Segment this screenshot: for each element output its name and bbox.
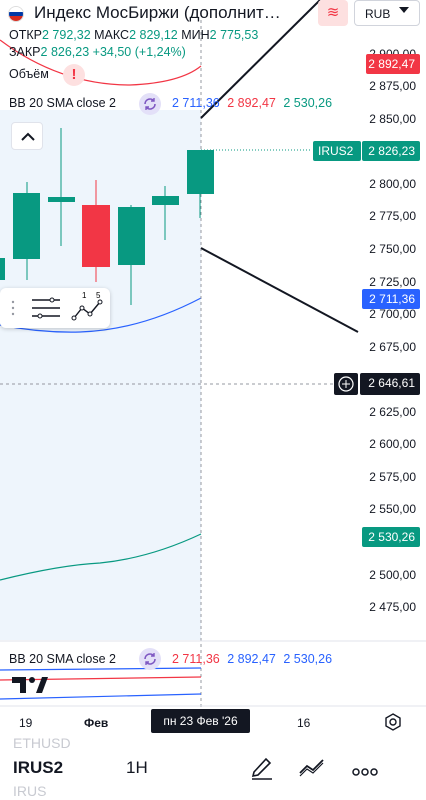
last-price-tag: 2 826,23 bbox=[362, 141, 420, 161]
price-tick: 2 700,00 bbox=[369, 307, 416, 321]
chevron-up-icon bbox=[21, 132, 35, 141]
indicator-name: BB 20 SMA close 2 bbox=[9, 96, 117, 110]
crosshair-price-tag: 2 646,61 bbox=[360, 373, 420, 395]
indicator-values: 2 711,36 2 892,47 2 530,26 bbox=[172, 96, 333, 110]
interval-selector[interactable]: 1H bbox=[126, 758, 148, 777]
more-icon[interactable] bbox=[352, 763, 378, 781]
drag-handle-icon bbox=[11, 300, 15, 316]
price-tick: 2 875,00 bbox=[369, 79, 416, 93]
price-tick: 2 850,00 bbox=[369, 112, 416, 126]
price-tick: 2 800,00 bbox=[369, 177, 416, 191]
price-tick: 2 675,00 bbox=[369, 340, 416, 354]
candle bbox=[152, 186, 179, 240]
bottom-toolbar bbox=[0, 745, 426, 800]
trend-icon[interactable] bbox=[298, 757, 326, 782]
symbol-tag: IRUS2 bbox=[313, 141, 361, 161]
chart-canvas[interactable] bbox=[0, 0, 426, 745]
ohlc-row-1: ОТКР2 792,32 МАКС2 829,12 МИН2 775,53 bbox=[9, 28, 259, 42]
russia-flag-icon bbox=[8, 6, 24, 22]
time-label: 16 bbox=[297, 716, 311, 730]
symbol-ghost-bottom[interactable]: IRUS bbox=[13, 783, 47, 799]
sync-icon[interactable] bbox=[139, 648, 161, 670]
collapse-button[interactable] bbox=[11, 122, 43, 150]
candle bbox=[0, 258, 5, 280]
basis-line bbox=[0, 297, 202, 333]
svg-text:1: 1 bbox=[82, 291, 87, 300]
plus-circle-icon[interactable] bbox=[334, 373, 358, 395]
price-tick: 2 475,00 bbox=[369, 600, 416, 614]
lower-band-line bbox=[0, 533, 202, 581]
price-tick: 2 500,00 bbox=[369, 568, 416, 582]
trendline-upper bbox=[200, 0, 321, 119]
trendline-lower bbox=[200, 247, 359, 333]
svg-text:5: 5 bbox=[96, 291, 101, 300]
candle bbox=[82, 180, 110, 282]
candle bbox=[118, 205, 145, 305]
symbol-ghost-top[interactable]: ETHUSD bbox=[13, 735, 71, 751]
price-tick: 2 625,00 bbox=[369, 405, 416, 419]
pane2-lower-line bbox=[0, 693, 202, 700]
indicators-badge-icon[interactable]: ≋ bbox=[318, 0, 348, 26]
volume-label[interactable]: Объём bbox=[9, 67, 49, 81]
price-tick: 2 725,00 bbox=[369, 275, 416, 289]
basis-tag: 2 711,36 bbox=[362, 289, 420, 309]
upper-band-line bbox=[0, 39, 202, 86]
alert-icon[interactable]: ! bbox=[63, 64, 85, 86]
symbol-selector[interactable]: IRUS2 bbox=[13, 758, 64, 777]
lower-band-tag: 2 530,26 bbox=[362, 527, 420, 547]
candle bbox=[48, 128, 75, 246]
pane2-upper-line bbox=[0, 667, 202, 671]
floating-toolbar[interactable]: 1 5 bbox=[0, 288, 110, 328]
candle bbox=[13, 182, 40, 280]
indicator-values-2: 2 711,36 2 892,47 2 530,26 bbox=[172, 652, 333, 666]
upper-band-tag: 2 892,47 bbox=[366, 54, 420, 74]
ohlc-row-2: ЗАКР2 826,23 +34,50 (+1,24%) bbox=[9, 45, 186, 59]
price-tick: 2 600,00 bbox=[369, 437, 416, 451]
pencil-icon[interactable] bbox=[250, 754, 274, 785]
settings-icon[interactable] bbox=[384, 713, 402, 736]
currency-select[interactable]: RUB bbox=[354, 0, 420, 26]
indicator-legend-2[interactable]: BB 20 SMA close 2 bbox=[9, 652, 117, 666]
time-label: Фев bbox=[84, 716, 109, 730]
price-tick: 2 550,00 bbox=[369, 502, 416, 516]
price-tick: 2 775,00 bbox=[369, 209, 416, 223]
sync-icon[interactable] bbox=[139, 93, 161, 115]
bollinger-band-fill bbox=[0, 110, 201, 640]
list-settings-icon bbox=[32, 297, 60, 319]
price-tick: 2 575,00 bbox=[369, 470, 416, 484]
tradingview-logo-icon bbox=[12, 675, 48, 700]
candle bbox=[187, 150, 214, 218]
indicator-icon: 1 5 bbox=[71, 291, 103, 321]
indicator-legend[interactable]: BB 20 SMA close 2 bbox=[9, 96, 116, 110]
crosshair-time-tag: пн 23 Фев '26 bbox=[151, 709, 250, 733]
symbol-title[interactable]: Индекс МосБиржи (дополнит… bbox=[34, 3, 281, 22]
price-tick: 2 750,00 bbox=[369, 242, 416, 256]
time-label: 19 bbox=[19, 716, 33, 730]
